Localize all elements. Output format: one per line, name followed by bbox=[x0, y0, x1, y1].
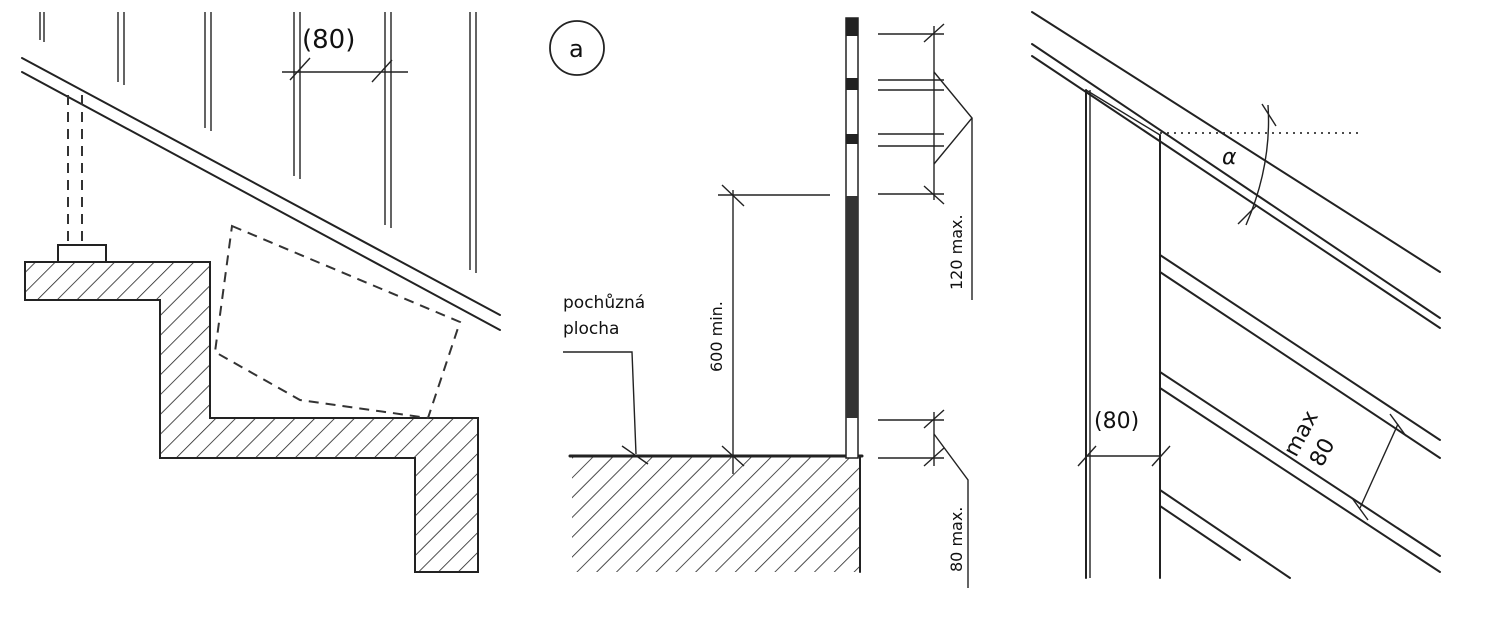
bottom-gap-dimension bbox=[878, 409, 969, 588]
middle-panel-guard-height: a 600 min. pochůzná plocha bbox=[549, 17, 973, 588]
handrail-bottom-line bbox=[21, 71, 501, 331]
handrail-upper-line bbox=[1031, 11, 1441, 273]
walking-surface-label-2: plocha bbox=[563, 319, 619, 339]
right-panel-horizontal-rails: α (80) max 80 bbox=[1031, 11, 1441, 579]
walking-surface-label-1: pochůzná bbox=[563, 293, 645, 313]
bottom-gap-label: 80 max. bbox=[947, 507, 966, 572]
angle-label: α bbox=[1222, 145, 1237, 170]
handrail-top-line bbox=[21, 57, 501, 316]
top-gap-label: 120 max. bbox=[947, 214, 966, 290]
height-label: 600 min. bbox=[707, 301, 726, 372]
angle-arc bbox=[1245, 104, 1270, 226]
rail-1-top bbox=[1159, 254, 1441, 441]
rail-2-top bbox=[1159, 371, 1441, 557]
test-body-outline bbox=[213, 224, 462, 420]
top-gap-dimension bbox=[878, 23, 973, 300]
panel-label-circle bbox=[549, 20, 605, 76]
left-spacing-label: (80) bbox=[302, 25, 355, 55]
rail-gap-dimension bbox=[1359, 423, 1399, 509]
left-panel-stair-railing: (80) bbox=[21, 12, 501, 573]
right-spacing-label: (80) bbox=[1094, 409, 1139, 434]
post-base-plate bbox=[57, 244, 107, 263]
panel-label-a: a bbox=[569, 35, 584, 63]
baluster-group bbox=[39, 12, 477, 273]
stair-tread-outline bbox=[24, 261, 479, 573]
handrail-lower-line bbox=[1031, 43, 1441, 319]
walking-surface-leader bbox=[563, 351, 637, 455]
rail-3-top bbox=[1159, 489, 1291, 579]
floor-slab-hatch bbox=[572, 456, 860, 572]
